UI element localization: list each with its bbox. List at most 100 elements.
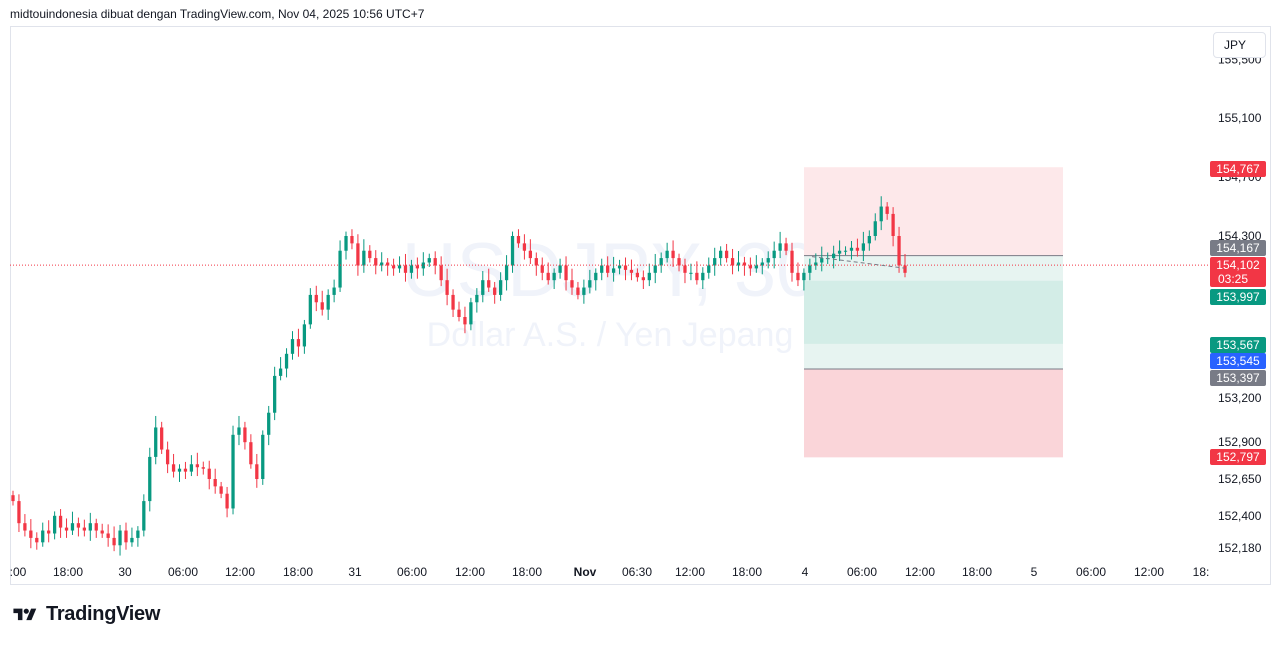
price-axis-label: 152,900: [1218, 435, 1262, 449]
overlay: [10, 256, 1208, 269]
time-axis[interactable]: :00 18:00 30 06:00 12:00 18:00 31 06:00 12:00 18:…: [10, 565, 1210, 579]
stop-zone-lower[interactable]: [804, 368, 1063, 458]
candle-body: [397, 265, 402, 269]
price-tag-label: 153,567: [1216, 338, 1260, 352]
time-axis-label: :00: [10, 565, 27, 579]
candle-body: [415, 265, 420, 269]
candle: [76, 517, 81, 537]
candle: [391, 258, 396, 276]
candle: [701, 267, 705, 290]
candle-body: [344, 236, 348, 251]
time-axis-label: 18:00: [962, 565, 992, 579]
price-axis-label: 152,180: [1218, 541, 1262, 555]
candle: [273, 366, 277, 421]
candle-body: [35, 537, 39, 543]
currency-button[interactable]: JPY: [1213, 32, 1266, 58]
candle-body: [707, 265, 711, 273]
candle: [106, 524, 110, 547]
candle: [463, 306, 467, 334]
candle-body: [94, 523, 98, 531]
candle: [594, 268, 598, 291]
price-tag-target: 153,997: [1210, 289, 1266, 305]
candle: [451, 289, 455, 317]
candle: [861, 231, 866, 262]
candle-body: [724, 250, 729, 259]
candle: [552, 268, 556, 290]
candle: [534, 252, 538, 276]
candle: [522, 234, 527, 260]
candle: [820, 246, 824, 272]
candle: [142, 494, 146, 537]
candle-body: [451, 294, 455, 310]
candle-body: [154, 427, 158, 457]
candle-body: [665, 250, 669, 259]
price-tag-label: 153,397: [1216, 371, 1260, 385]
candle: [641, 270, 645, 290]
price-axis-label: 152,400: [1218, 509, 1262, 523]
candle: [867, 230, 871, 251]
candle: [386, 258, 390, 276]
entry-band[interactable]: [804, 255, 1063, 281]
candle-body: [754, 265, 758, 269]
candle-body: [766, 258, 770, 263]
candle: [237, 415, 241, 446]
time-axis-label: 4: [802, 565, 809, 579]
time-axis-label: 5: [1031, 565, 1038, 579]
candle: [439, 256, 443, 287]
candle-body: [730, 258, 735, 266]
candle: [475, 288, 479, 313]
candle-body: [308, 294, 312, 325]
candle: [558, 258, 562, 279]
candle-body: [368, 250, 372, 259]
chart-caption: midtouindonesia dibuat dengan TradingVie…: [10, 7, 425, 21]
candle: [148, 447, 152, 512]
price-axis-label: 154,300: [1218, 229, 1262, 243]
candle: [849, 241, 854, 260]
candle: [576, 281, 580, 300]
chart-frame[interactable]: [10, 26, 1271, 585]
candle-body: [64, 527, 69, 531]
time-axis-label: 06:00: [168, 565, 198, 579]
candle: [47, 520, 51, 543]
stop-zone-upper[interactable]: [804, 167, 1063, 256]
tradingview-logo[interactable]: TradingView: [10, 603, 160, 626]
candle-body: [386, 262, 390, 266]
candle: [510, 231, 515, 273]
candle: [130, 527, 134, 547]
candle-body: [617, 265, 622, 269]
candle: [623, 257, 628, 281]
candle-body: [427, 258, 431, 263]
time-axis-label: 12:00: [455, 565, 485, 579]
candle-body: [588, 280, 592, 288]
candle: [606, 256, 610, 278]
candle-body: [772, 250, 776, 259]
candle: [368, 245, 372, 263]
candle: [278, 357, 283, 381]
profit-zone[interactable]: [804, 280, 1063, 344]
candle-body: [647, 272, 651, 281]
candle-body: [695, 272, 699, 281]
candle: [647, 263, 651, 287]
candle-body: [677, 258, 681, 266]
candle: [64, 518, 69, 538]
profit-zone-light[interactable]: [804, 343, 1063, 369]
candle-body: [600, 265, 604, 273]
candle: [326, 289, 330, 320]
price-axis-label: 152,650: [1218, 472, 1262, 486]
price-tag-bg: [1210, 289, 1266, 305]
position-tool[interactable]: [804, 167, 1063, 458]
candle-body: [76, 523, 81, 528]
candle: [493, 281, 497, 304]
candle: [796, 262, 800, 287]
price-tag-bg: [1210, 353, 1266, 369]
candle: [255, 453, 259, 488]
candle: [165, 441, 170, 474]
candle: [314, 285, 318, 312]
candle-body: [481, 280, 485, 295]
candle: [219, 481, 223, 499]
candle-body: [195, 464, 199, 468]
candle: [707, 257, 711, 279]
candle: [195, 452, 199, 477]
candle-body: [302, 324, 307, 347]
